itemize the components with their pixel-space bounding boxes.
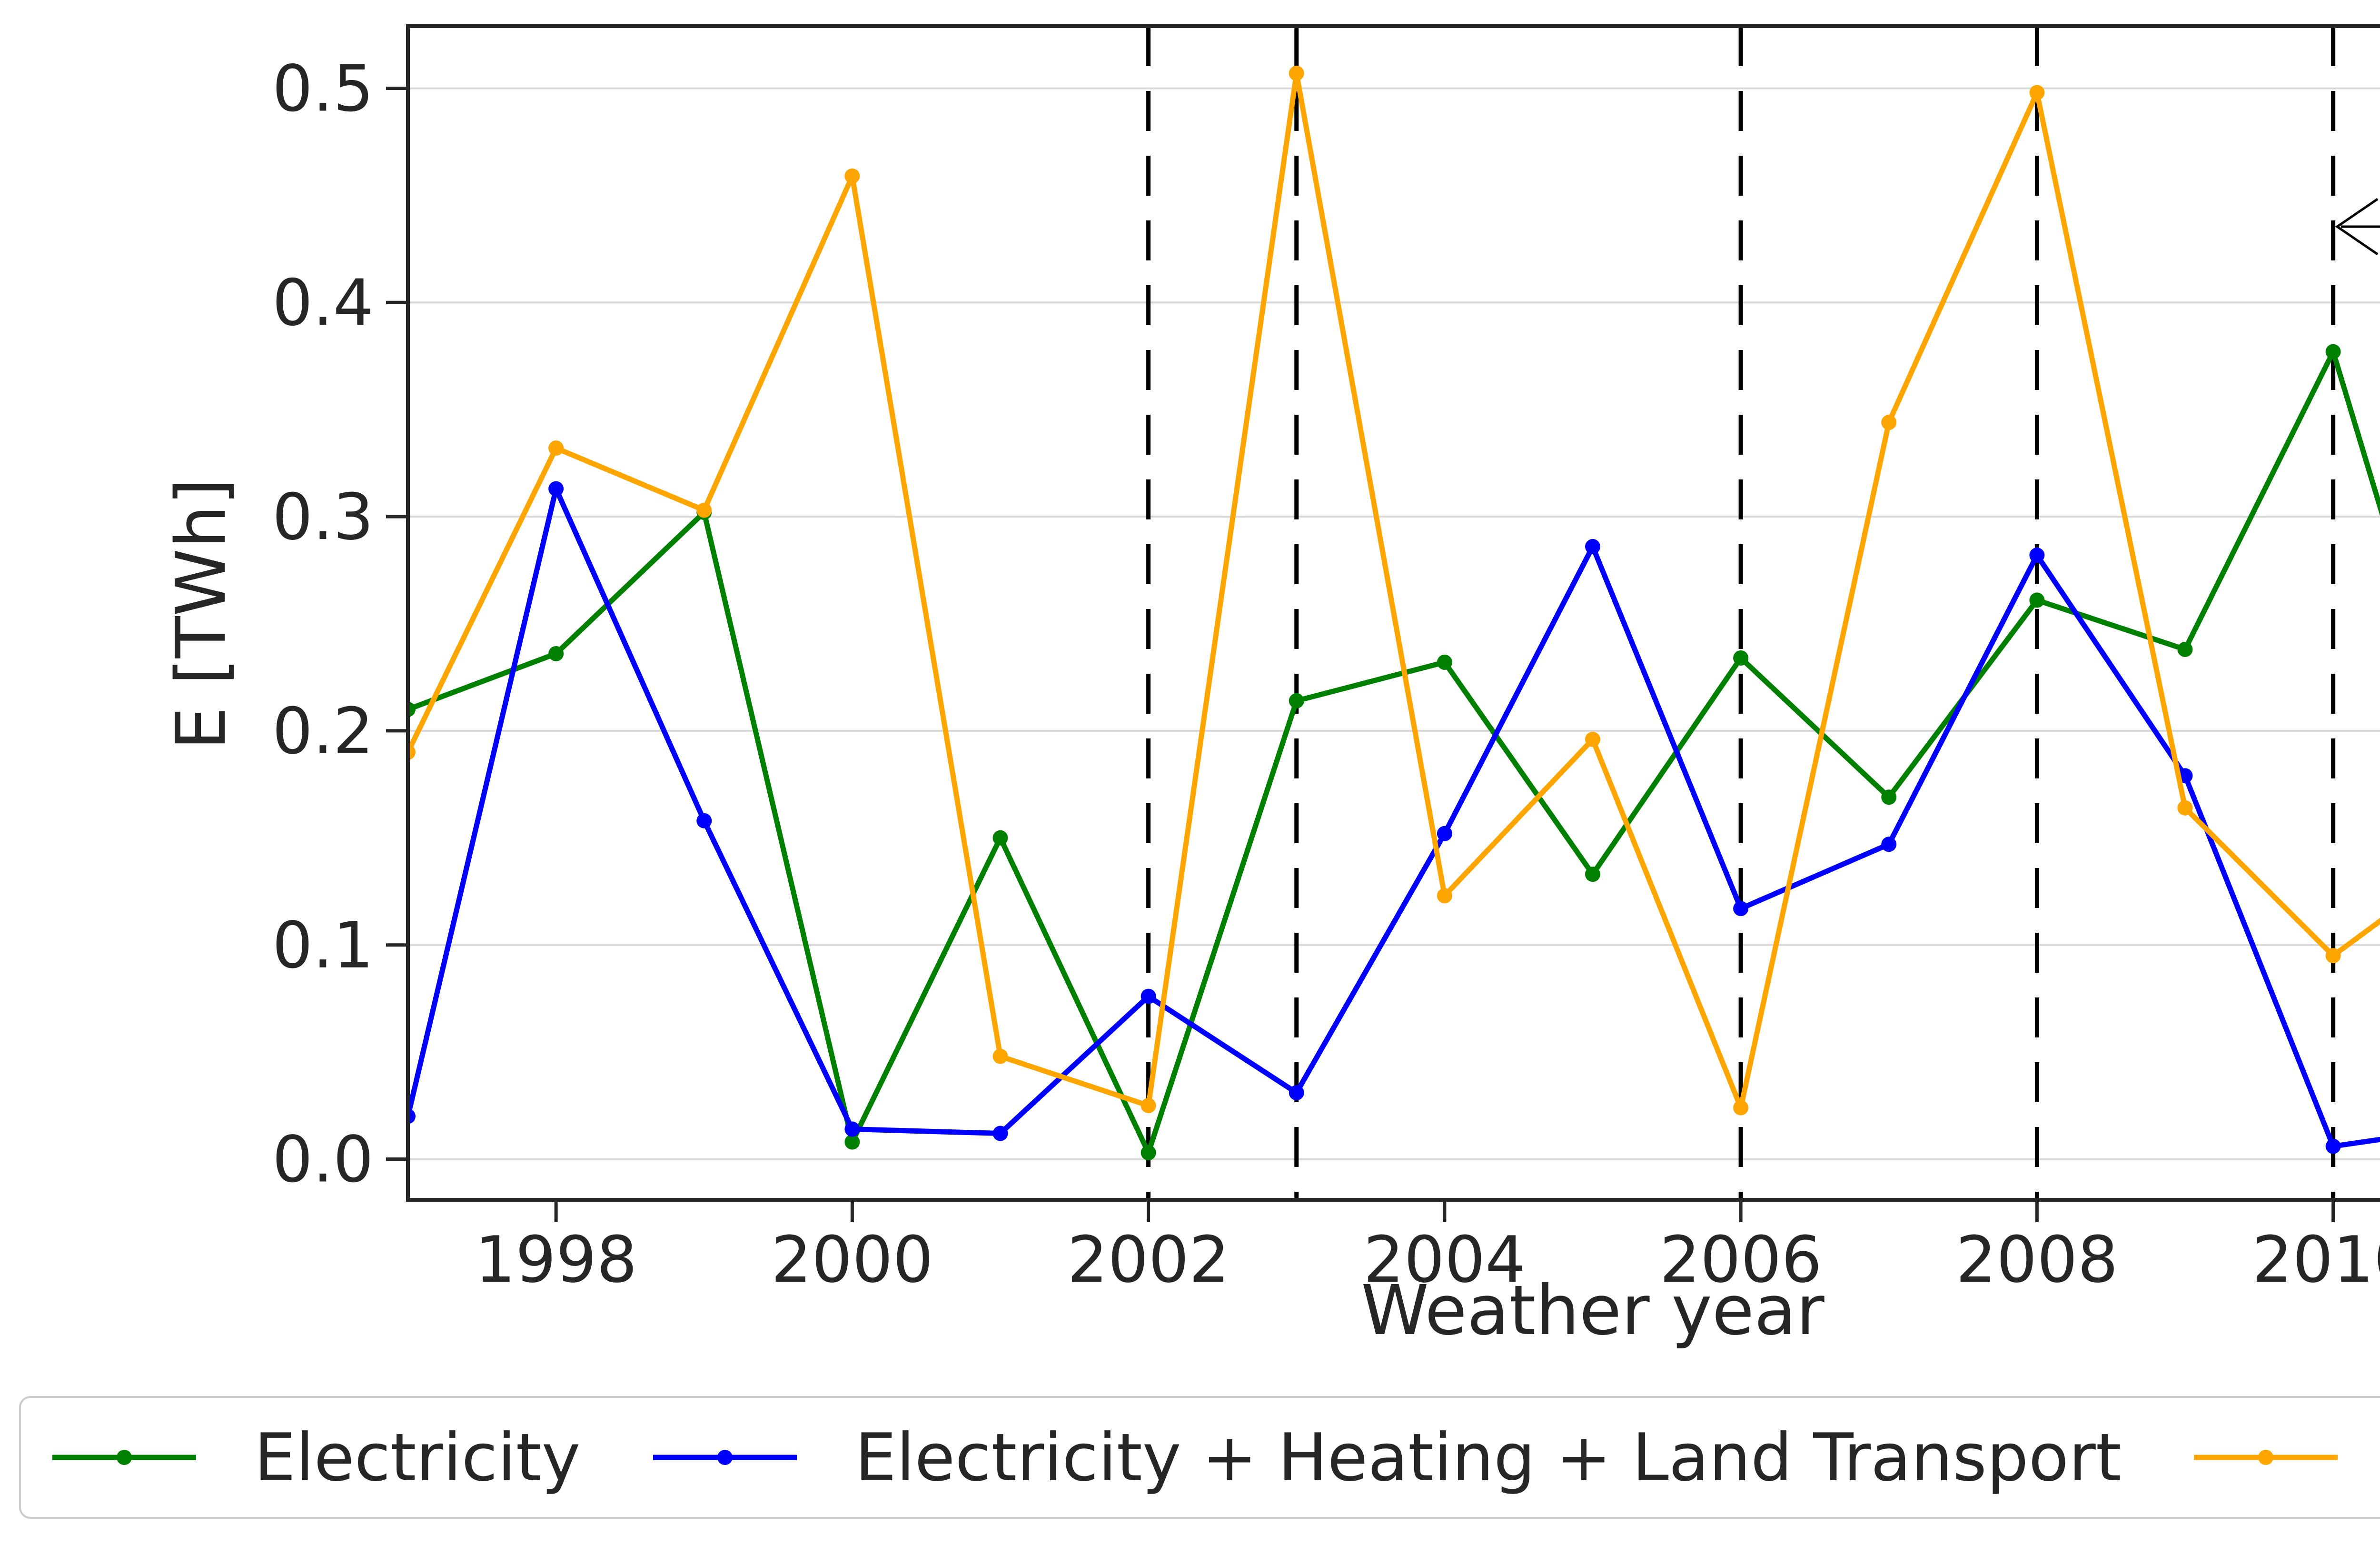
- plot-border: [406, 24, 2380, 1202]
- data-point: [548, 646, 564, 661]
- data-point: [992, 1048, 1008, 1064]
- series-line: [408, 349, 2380, 1156]
- legend-item-fully-sector-coupled: Fully sector-coupled: [2192, 1419, 2380, 1496]
- data-point: [696, 502, 712, 518]
- y-tick-label: 0.3: [272, 480, 374, 554]
- x-tick-label: 2000: [771, 1223, 933, 1297]
- data-point: [1585, 731, 1600, 747]
- series-electricity-heating-land-transport: [408, 481, 2380, 1154]
- data-point: [1289, 693, 1304, 708]
- data-point: [1437, 826, 1452, 841]
- legend-marker-electricity-icon: [52, 1450, 196, 1465]
- y-tick-labels: 0.0 0.1 0.2 0.3 0.4 0.5: [272, 51, 374, 1196]
- y-tick-label: 0.1: [272, 908, 374, 983]
- legend-marker-heating-transport-icon: [653, 1450, 797, 1465]
- annotation-arrow: [2335, 198, 2380, 256]
- data-point: [2029, 548, 2045, 563]
- data-point: [696, 813, 712, 828]
- data-point: [844, 1121, 860, 1137]
- data-point: [2177, 800, 2193, 816]
- axis-ticks: [386, 86, 2335, 1222]
- y-tick-label: 0.4: [272, 266, 374, 340]
- data-point: [2325, 948, 2341, 964]
- legend: Electricity Electricity + Heating + Land…: [19, 1396, 2380, 1519]
- x-tick-label: 2004: [1363, 1223, 1526, 1297]
- legend-item-electricity-heating-land-transport: Electricity + Heating + Land Transport: [651, 1419, 2122, 1496]
- data-point: [1733, 901, 1749, 917]
- data-point: [2029, 85, 2045, 100]
- included-weather-year-vlines: [1146, 26, 2336, 1200]
- data-point: [1881, 789, 1897, 805]
- data-point: [2325, 1138, 2341, 1154]
- data-point: [844, 1134, 860, 1150]
- data-point: [548, 481, 564, 497]
- data-point: [1733, 650, 1749, 666]
- data-point: [992, 1126, 1008, 1141]
- data-point: [1881, 837, 1897, 852]
- legend-label: Electricity: [254, 1419, 581, 1496]
- data-point: [1140, 1145, 1156, 1161]
- x-tick-label: 2008: [1956, 1223, 2118, 1297]
- data-point: [1585, 867, 1600, 882]
- data-point: [1140, 988, 1156, 1004]
- data-point: [992, 830, 1008, 846]
- data-point: [1733, 1100, 1749, 1116]
- y-gridlines: [408, 87, 2380, 1160]
- series-lines: [408, 65, 2380, 1161]
- data-point: [1437, 654, 1452, 670]
- legend-marker-sector-coupled-icon: [2194, 1450, 2338, 1465]
- legend-label: Electricity + Heating + Land Transport: [854, 1419, 2122, 1496]
- x-axis-title: Weather year: [1361, 1270, 1825, 1350]
- data-point: [1881, 415, 1897, 430]
- x-tick-label: 2002: [1067, 1223, 1230, 1297]
- data-point: [2325, 344, 2341, 359]
- data-point: [1289, 1085, 1304, 1101]
- data-point: [1289, 65, 1304, 81]
- data-point: [1140, 1098, 1156, 1114]
- y-axis-title: E [TWh]: [161, 478, 241, 750]
- x-tick-labels: 19982000200220042006200820102012: [475, 1223, 2380, 1297]
- legend-item-electricity: Electricity: [50, 1419, 581, 1496]
- series-fully-sector-coupled: [408, 65, 2380, 1116]
- data-point: [1437, 888, 1452, 904]
- y-tick-label: 0.0: [272, 1123, 374, 1197]
- y-tick-label: 0.2: [272, 694, 374, 768]
- data-point: [2029, 592, 2045, 608]
- data-point: [2177, 641, 2193, 657]
- data-point: [1585, 539, 1600, 555]
- x-tick-label: 1998: [475, 1223, 637, 1297]
- x-tick-label: 2006: [1660, 1223, 1822, 1297]
- y-tick-label: 0.5: [272, 51, 374, 126]
- data-point: [844, 168, 860, 184]
- series-electricity: [408, 344, 2380, 1161]
- data-point: [548, 440, 564, 456]
- series-line: [408, 70, 2380, 1111]
